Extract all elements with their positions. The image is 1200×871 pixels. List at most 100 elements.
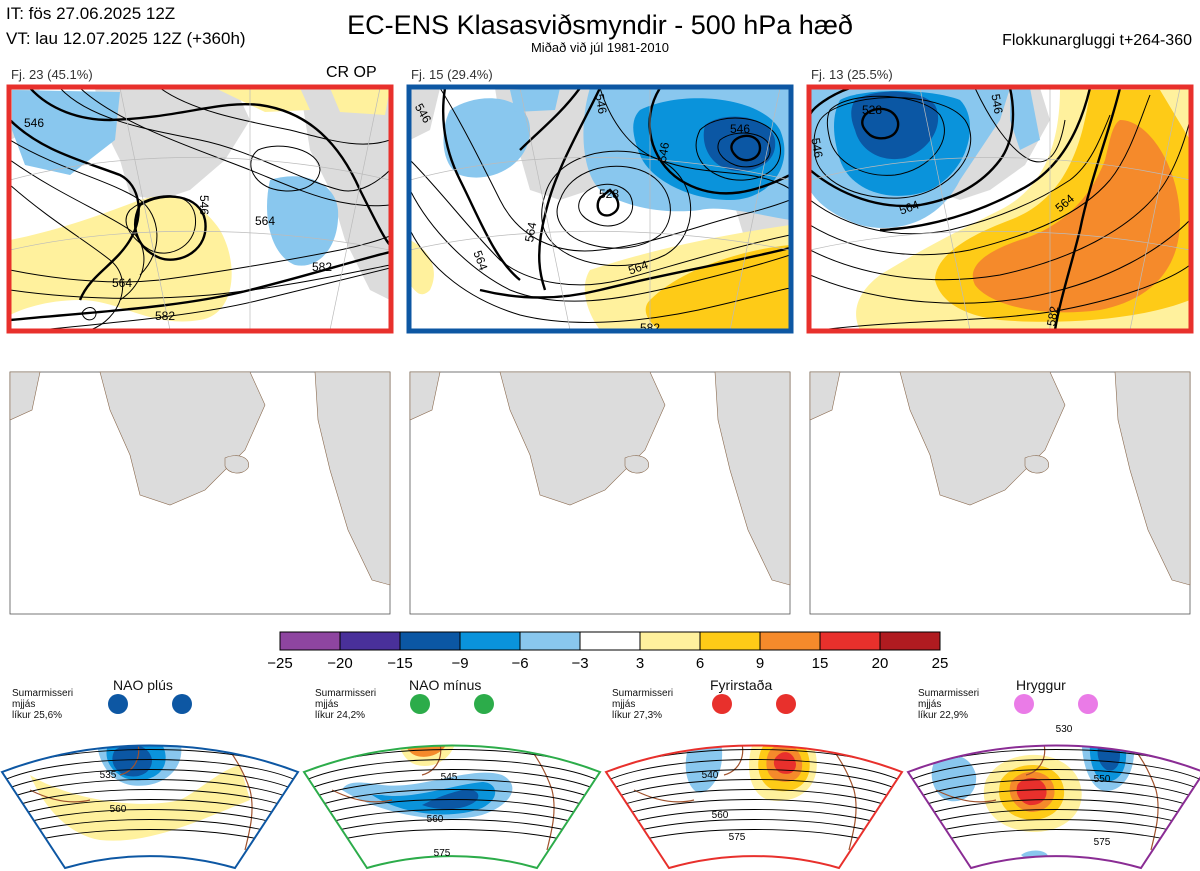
regime-frame xyxy=(604,744,904,870)
regime-contour-label: 575 xyxy=(729,832,746,843)
c2-label-528: 528 xyxy=(599,187,619,201)
c2-label-546c: 546 xyxy=(655,141,672,163)
regime-coastline xyxy=(935,745,1159,851)
colorbar-tick-label: 15 xyxy=(812,655,829,672)
c1-label-582a: 582 xyxy=(155,309,175,323)
regime-dot xyxy=(474,694,494,714)
colorbar-tick-label: 25 xyxy=(932,655,949,672)
regime-dot xyxy=(410,694,430,714)
regime-dot xyxy=(1014,694,1034,714)
colorbar-segment xyxy=(699,631,761,651)
colorbar-segment xyxy=(879,631,941,651)
regime-4-text: Sumarmisseri mjjás líkur 22,9% xyxy=(918,688,979,721)
c3-label-564a: 564 xyxy=(897,197,921,217)
regime-4-prob: líkur 22,9% xyxy=(918,710,969,721)
cluster-3-map xyxy=(810,88,1190,330)
regime-1-map: 535 560 xyxy=(0,694,300,870)
c1-label-564a: 564 xyxy=(255,214,275,228)
colorbar-tick-label: 9 xyxy=(756,655,764,672)
colorbar-segment xyxy=(339,631,401,651)
colorbar-tick-label: −9 xyxy=(451,655,468,672)
regime-contour-label: 575 xyxy=(434,848,451,859)
colorbar-segment xyxy=(519,631,581,651)
regime-contour-label: 575 xyxy=(1094,837,1111,848)
colorbar-tick-label: 20 xyxy=(872,655,889,672)
page-subtitle: Miðað við júl 1981-2010 xyxy=(530,40,670,55)
c1-label-546a: 546 xyxy=(24,116,44,130)
colorbar-segment xyxy=(579,631,641,651)
empty-map-3 xyxy=(809,371,1191,615)
regime-contour xyxy=(304,769,600,793)
regime-contour xyxy=(606,789,902,813)
c2-label-546b: 546 xyxy=(592,93,609,115)
regime-contour xyxy=(304,759,600,783)
regime-contour-label: 530 xyxy=(1056,724,1073,735)
c1-label-564b: 564 xyxy=(112,276,132,290)
regime-contour xyxy=(606,759,902,783)
cluster-1-crop: CR OP xyxy=(326,64,377,81)
regime-contour-label: 535 xyxy=(100,770,117,781)
c2-label-564a: 564 xyxy=(470,249,490,273)
c2-label-564b: 564 xyxy=(626,257,650,277)
colorbar-tick-label: 3 xyxy=(636,655,644,672)
classification-window: Flokkunargluggi t+264-360 xyxy=(1002,32,1192,49)
regime-1-season: Sumarmisseri xyxy=(12,688,74,699)
regime-2-smooth: mjjás xyxy=(315,699,339,710)
colorbar-tick-label: −6 xyxy=(511,655,528,672)
regime-contour-label: 540 xyxy=(702,770,719,781)
cluster-3-contour-labels: 528 546 564 564 582 546 xyxy=(808,93,1077,327)
cluster-1-map xyxy=(10,88,390,330)
regime-anomaly-area xyxy=(1016,778,1047,806)
regime-contour xyxy=(2,769,298,793)
regime-dot xyxy=(1078,694,1098,714)
regime-contour-label: 545 xyxy=(441,772,458,783)
colorbar-tick-label: −25 xyxy=(267,655,292,672)
colorbar-segment xyxy=(759,631,821,651)
regime-2-title: NAO mínus xyxy=(409,677,482,693)
regime-frame xyxy=(302,744,602,870)
regime-1-prob: líkur 25,6% xyxy=(12,710,63,721)
regime-contour xyxy=(2,789,298,813)
regime-frame xyxy=(0,744,300,870)
regime-2-season: Sumarmisseri xyxy=(315,688,377,699)
cluster-1-frame xyxy=(6,84,394,334)
cluster-1-label: Fj. 23 (45.1%) xyxy=(11,67,93,82)
regime-1-text: Sumarmisseri mjjás líkur 25,6% xyxy=(12,688,73,721)
regime-anomaly-area xyxy=(112,745,152,777)
regime-coastline xyxy=(331,745,555,851)
cluster-2-label: Fj. 15 (29.4%) xyxy=(411,67,493,82)
colorbar-segment xyxy=(279,631,341,651)
colorbar-tick-label: −20 xyxy=(327,655,352,672)
regime-coastline xyxy=(29,745,253,851)
regime-contour xyxy=(908,779,1200,803)
regime-contour xyxy=(908,789,1200,813)
cluster-2-contour-labels: 546 546 546 528 546 564 564 582 564 xyxy=(412,93,750,335)
cluster-3-frame xyxy=(806,84,1194,334)
empty-map-2 xyxy=(409,371,791,615)
c3-label-582: 582 xyxy=(1044,305,1061,327)
regime-2-text: Sumarmisseri mjjás líkur 24,2% xyxy=(315,688,376,721)
empty-map-1 xyxy=(9,371,391,615)
c2-label-546e: 564 xyxy=(522,221,539,243)
regime-dot xyxy=(108,694,128,714)
regime-4-season: Sumarmisseri xyxy=(918,688,980,699)
regime-4-title: Hryggur xyxy=(1016,677,1066,693)
regime-contour xyxy=(304,779,600,803)
c3-label-546: 546 xyxy=(988,93,1005,115)
regime-contour-label: 560 xyxy=(427,814,444,825)
colorbar-segment xyxy=(639,631,701,651)
regime-contour-label: 550 xyxy=(1094,774,1111,785)
regime-contour xyxy=(908,769,1200,793)
regime-3-title: Fyrirstaða xyxy=(710,677,773,693)
colorbar-segment xyxy=(399,631,461,651)
regime-4-smooth: mjjás xyxy=(918,699,942,710)
c1-label-546b: 546 xyxy=(197,195,211,215)
regime-contour xyxy=(606,769,902,793)
regime-contour xyxy=(606,779,902,803)
colorbar-segment xyxy=(819,631,881,651)
c1-label-582b: 582 xyxy=(312,260,332,274)
colorbar-tick-label: 6 xyxy=(696,655,704,672)
regime-coastline xyxy=(633,745,857,851)
regime-dot xyxy=(712,694,732,714)
